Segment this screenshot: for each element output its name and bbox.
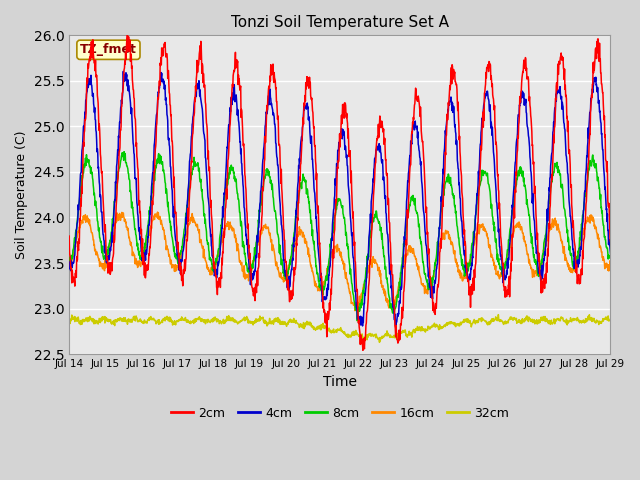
X-axis label: Time: Time [323,374,357,388]
Text: TZ_fmet: TZ_fmet [80,43,137,56]
Y-axis label: Soil Temperature (C): Soil Temperature (C) [15,131,28,259]
Legend: 2cm, 4cm, 8cm, 16cm, 32cm: 2cm, 4cm, 8cm, 16cm, 32cm [166,402,514,425]
Title: Tonzi Soil Temperature Set A: Tonzi Soil Temperature Set A [231,15,449,30]
